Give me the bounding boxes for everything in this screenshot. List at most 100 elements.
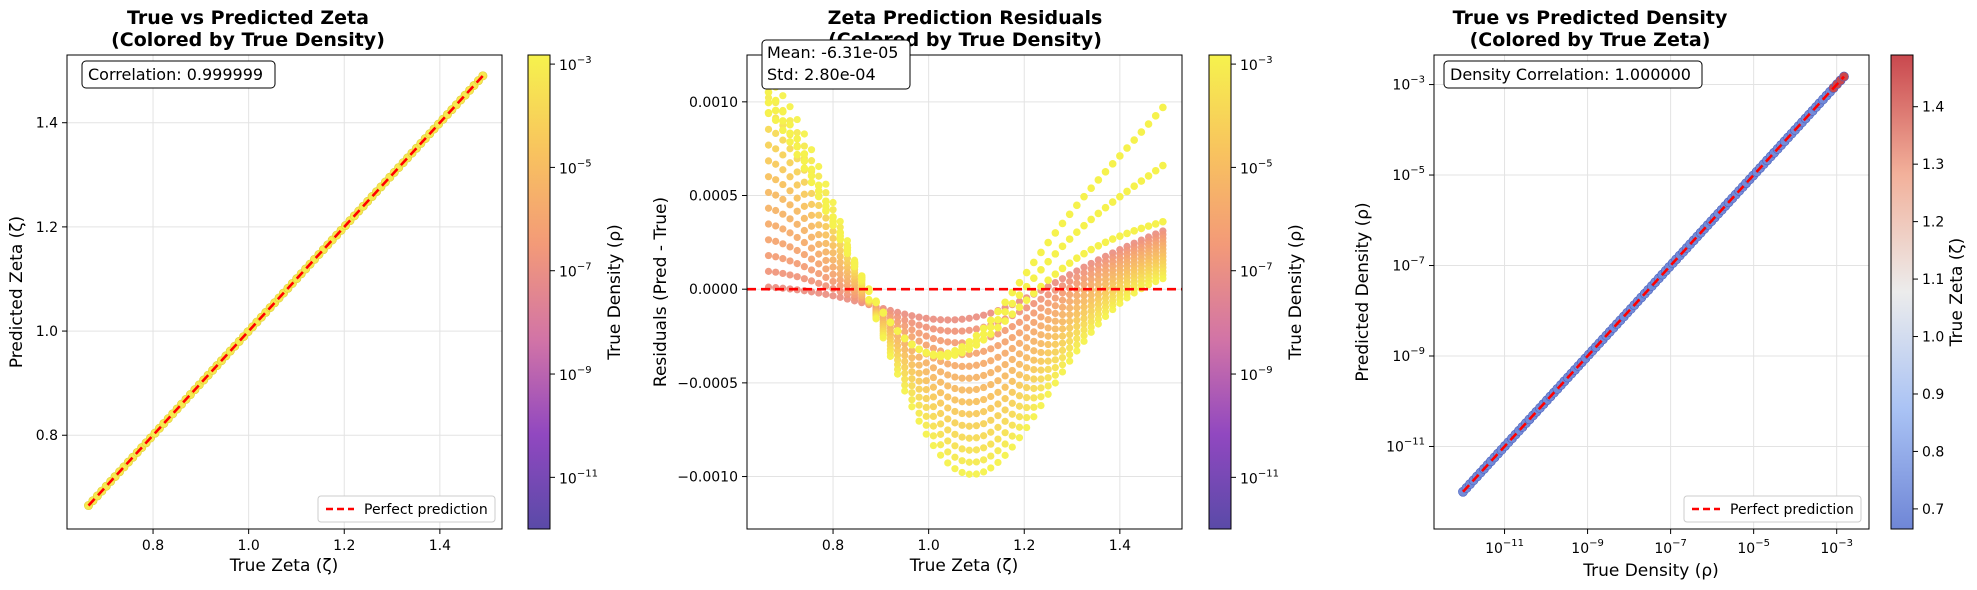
y-tick-label: 0.0000: [689, 282, 738, 298]
scatter-point: [772, 176, 780, 184]
scatter-point: [936, 389, 945, 397]
scatter-point: [1037, 304, 1045, 312]
scatter-point: [1094, 305, 1102, 313]
scatter-point: [1094, 276, 1102, 284]
scatter-point: [994, 447, 1002, 455]
scatter-point: [958, 327, 966, 335]
scatter-point: [807, 200, 816, 208]
scatter-point: [901, 316, 909, 324]
scatter-point: [944, 426, 952, 434]
scatter-point: [987, 428, 995, 436]
scatter-point: [951, 465, 959, 473]
scatter-point: [994, 353, 1002, 361]
scatter-point: [1023, 314, 1031, 322]
scatter-point: [1015, 413, 1024, 421]
panel-zeta: True vs Predicted Zeta (Colored by True …: [7, 7, 625, 576]
scatter-point: [893, 370, 902, 378]
x-tick-label: 1.2: [333, 538, 355, 554]
colorbar-ticks: 0.7 0.8 0.9 1.0 1.1 1.2 1.3 1.4: [1913, 100, 1944, 518]
scatter-point: [1030, 394, 1038, 402]
scatter-point: [908, 347, 916, 355]
scatter-point: [979, 335, 988, 344]
scatter-point: [779, 240, 787, 248]
y-axis-label: Residuals (Pred - True): [651, 197, 671, 387]
scatter-point: [1073, 279, 1081, 287]
scatter-point: [1044, 257, 1052, 266]
scatter-point: [936, 430, 945, 438]
scatter-point: [822, 265, 830, 273]
scatter-point: [1015, 350, 1024, 358]
scatter-point: [1001, 308, 1009, 316]
scatter-point: [965, 458, 973, 466]
scatter-point: [807, 233, 816, 241]
scatter-point: [922, 430, 930, 438]
scatter-point: [1008, 410, 1016, 418]
scatter-point: [1015, 392, 1024, 400]
scatter-point: [1044, 307, 1052, 315]
scatter-point: [779, 136, 787, 144]
scatter-point: [1159, 217, 1167, 226]
scatter-point: [929, 393, 938, 401]
x-tick-label: 0.8: [142, 538, 164, 554]
scatter-point: [958, 374, 966, 382]
scatter-point: [1094, 320, 1102, 328]
scatter-point: [958, 409, 966, 418]
scatter-point: [958, 445, 966, 453]
scatter-point: [800, 150, 809, 158]
scatter-point: [829, 221, 837, 230]
scatter-point: [1001, 429, 1009, 437]
scatter-point: [1080, 303, 1088, 311]
scatter-point: [1044, 324, 1052, 332]
scatter-point: [829, 234, 837, 243]
scatter-point: [800, 190, 808, 198]
scatter-point: [1058, 242, 1067, 251]
scatter-point: [836, 270, 844, 278]
scatter-point: [1087, 275, 1095, 283]
scatter-point: [972, 325, 981, 333]
scatter-point: [1087, 312, 1095, 321]
scatter-point: [815, 240, 823, 248]
scatter-point: [1001, 298, 1009, 307]
scatter-point: [1144, 281, 1153, 289]
scatter-point: [829, 249, 837, 257]
x-axis-label: True Density (ρ): [1582, 561, 1719, 581]
scatter-point: [929, 422, 938, 430]
scatter-point: [786, 173, 794, 181]
scatter-point: [987, 404, 995, 413]
scatter-point: [1008, 388, 1016, 396]
scatter-point: [980, 359, 988, 368]
scatter-point: [943, 352, 952, 361]
scatter-point: [1073, 341, 1081, 349]
scatter-point: [936, 326, 945, 334]
scatter-point: [1058, 318, 1067, 326]
scatter-point: [1051, 325, 1059, 333]
scatter-point: [772, 191, 780, 199]
scatter-point: [829, 227, 837, 235]
colorbar-tick-label: 0.8: [1922, 444, 1944, 460]
scatter-point: [965, 386, 973, 394]
scatter-point: [815, 221, 823, 229]
scatter-point: [951, 351, 959, 359]
scatter-point: [1066, 350, 1074, 359]
scatter-point: [915, 353, 923, 361]
scatter-point: [1037, 339, 1045, 348]
scatter-point: [807, 244, 816, 252]
scatter-point: [1080, 192, 1088, 201]
scatter-point: [986, 323, 995, 332]
scatter-point: [1080, 269, 1088, 277]
scatter-point: [1058, 289, 1067, 297]
scatter-point: [815, 231, 823, 239]
scatter-point: [1001, 406, 1009, 414]
scatter-point: [980, 432, 988, 440]
scatter-point: [1015, 360, 1024, 368]
scatter-point: [793, 220, 801, 228]
scatter-point: [786, 201, 794, 209]
colorbar-tick-label: 10−7: [1240, 262, 1273, 281]
scatter-point: [807, 146, 816, 154]
scatter-point: [1073, 291, 1081, 300]
scatter-point: [786, 215, 794, 223]
scatter-point: [1094, 241, 1103, 250]
x-tick-label: 1.4: [1109, 538, 1131, 554]
scatter-point: [1001, 395, 1009, 403]
scatter-point: [929, 383, 938, 391]
